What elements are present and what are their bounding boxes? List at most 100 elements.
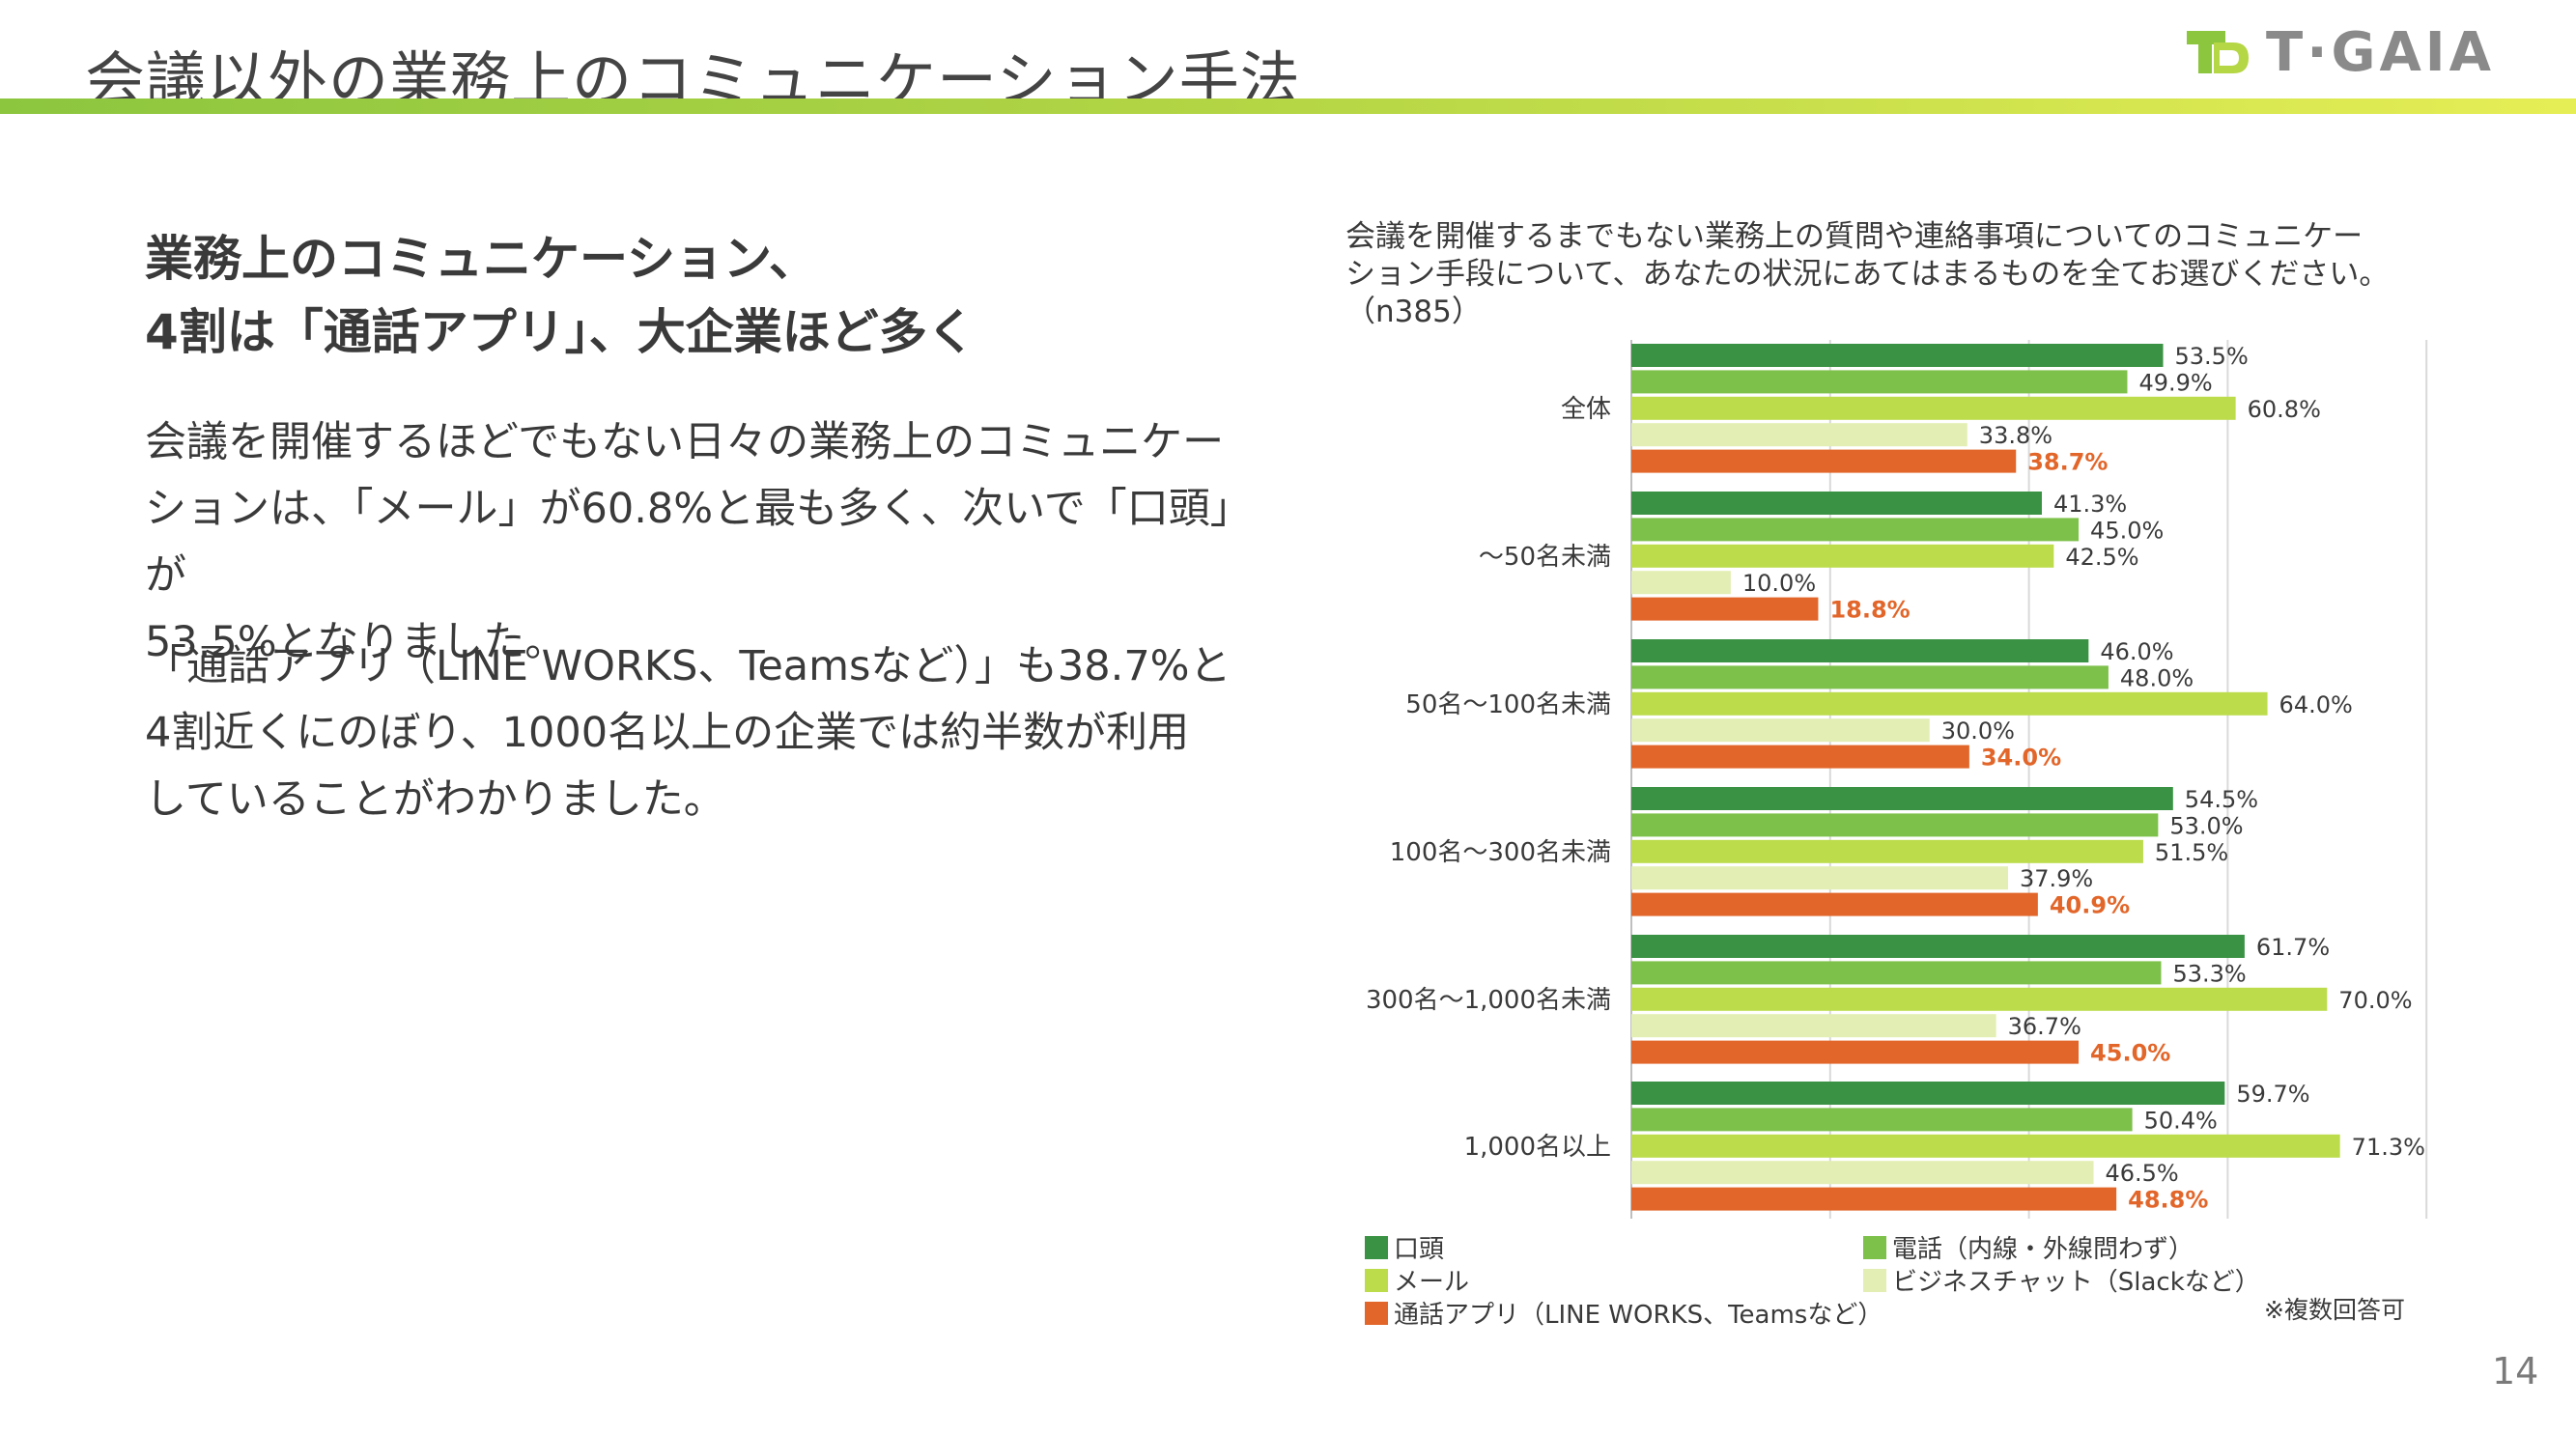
data-label-call-app: 34.0%	[1981, 745, 2061, 772]
bar-call-app	[1631, 1040, 2080, 1064]
data-label-email: 60.8%	[2248, 396, 2321, 423]
bar-verbal	[1631, 492, 2042, 515]
data-label-phone: 49.9%	[2138, 369, 2212, 396]
category-label: 1,000名以上	[1464, 1133, 1611, 1162]
legend-item-phone: 電話（内線・外線問わず）	[1863, 1229, 2194, 1265]
legend-swatch-phone	[1863, 1235, 1886, 1259]
data-label-phone: 53.0%	[2169, 812, 2243, 839]
legend-swatch-email	[1365, 1268, 1388, 1292]
tgaia-logo-icon	[2187, 31, 2249, 73]
bar-phone	[1631, 370, 2128, 394]
bar-call-app	[1631, 597, 1819, 621]
data-label-business-chat: 37.9%	[2020, 865, 2093, 892]
bar-phone	[1631, 665, 2109, 689]
bar-email	[1631, 691, 2268, 716]
bar-call-app	[1631, 1187, 2117, 1211]
data-label-business-chat: 10.0%	[1742, 570, 1816, 597]
data-label-verbal: 41.3%	[2053, 491, 2127, 518]
bar-phone	[1631, 518, 2080, 542]
bar-email	[1631, 1134, 2340, 1158]
survey-question: 会議を開催するまでもない業務上の質問や連絡事項についてのコミュニケー ション手段…	[1345, 218, 2447, 331]
data-label-verbal: 53.5%	[2175, 343, 2249, 370]
data-label-call-app: 18.8%	[1829, 597, 1910, 624]
bar-verbal	[1631, 1082, 2225, 1105]
bar-phone	[1631, 813, 2159, 837]
legend-item-email: メール	[1365, 1262, 1469, 1298]
question-sample-size: （n385）	[1345, 295, 1482, 329]
paragraph-2-line-3: していることがわかりました。	[145, 775, 725, 824]
paragraph-1-line-3: 53.5%となりました。	[145, 618, 567, 666]
data-label-business-chat: 36.7%	[2008, 1013, 2081, 1040]
bar-email	[1631, 987, 2328, 1011]
heading-line-1: 業務上のコミュニケーション、	[145, 231, 817, 287]
company-logo: T·GAIA	[2185, 21, 2533, 89]
legend-label-phone: 電話（内線・外線問わず）	[1892, 1235, 2194, 1264]
bar-phone	[1631, 1108, 2133, 1132]
legend-label-email: メール	[1394, 1268, 1470, 1297]
data-label-verbal: 54.5%	[2185, 786, 2258, 813]
data-label-verbal: 59.7%	[2236, 1081, 2309, 1108]
data-label-phone: 53.3%	[2172, 960, 2246, 987]
paragraph-1: 会議を開催するほどでもない日々の業務上のコミュニケー ションは、「メール」が60…	[145, 409, 1265, 676]
page-number: 14	[2492, 1350, 2539, 1392]
data-label-call-app: 45.0%	[2090, 1040, 2170, 1067]
bar-business-chat	[1631, 718, 1930, 743]
bar-verbal	[1631, 787, 2173, 810]
data-label-verbal: 46.0%	[2100, 638, 2173, 665]
bar-business-chat	[1631, 1014, 1996, 1038]
legend-swatch-verbal	[1365, 1235, 1388, 1259]
bar-verbal	[1631, 639, 2089, 662]
bar-email	[1631, 396, 2236, 420]
data-label-business-chat: 30.0%	[1941, 717, 2015, 745]
legend-swatch-call-app	[1365, 1301, 1388, 1325]
paragraph-2: 「通話アプリ（LINE WORKS、Teamsなど）」も38.7%と 4割近くに…	[145, 633, 1265, 833]
bar-call-app	[1631, 745, 1969, 769]
legend-label-verbal: 口頭	[1394, 1235, 1445, 1264]
data-label-call-app: 38.7%	[2027, 449, 2108, 476]
category-label: 全体	[1561, 395, 1611, 424]
bar-verbal	[1631, 935, 2245, 958]
bar-phone	[1631, 961, 2162, 985]
bar-business-chat	[1631, 423, 1967, 447]
bar-call-app	[1631, 892, 2038, 916]
heading-line-2: 4割は「通話アプリ」、大企業ほど多く	[145, 304, 976, 360]
logo-text: T·GAIA	[2266, 21, 2495, 84]
data-label-email: 42.5%	[2065, 544, 2138, 571]
bar-call-app	[1631, 449, 2017, 473]
left-heading: 業務上のコミュニケーション、 4割は「通話アプリ」、大企業ほど多く	[145, 222, 976, 369]
data-label-verbal: 61.7%	[2256, 934, 2330, 961]
legend-item-business-chat: ビジネスチャット（Slackなど）	[1863, 1262, 2260, 1298]
category-label: 300名～1,000名未満	[1366, 986, 1611, 1015]
paragraph-2-line-1: 「通話アプリ（LINE WORKS、Teamsなど）」も38.7%と	[145, 642, 1231, 690]
title-rule	[0, 98, 2576, 114]
data-label-call-app: 40.9%	[2050, 892, 2130, 919]
data-label-email: 70.0%	[2338, 987, 2412, 1014]
data-label-phone: 50.4%	[2144, 1107, 2218, 1134]
question-line-1: 会議を開催するまでもない業務上の質問や連絡事項についてのコミュニケー	[1345, 219, 2364, 254]
data-label-phone: 45.0%	[2090, 517, 2164, 544]
legend-label-call-app: 通話アプリ（LINE WORKS、Teamsなど）	[1394, 1301, 1883, 1330]
paragraph-2-line-2: 4割近くにのぼり、1000名以上の企業では約半数が利用	[145, 709, 1190, 757]
bar-business-chat	[1631, 1161, 2094, 1185]
multiple-answer-note: ※複数回答可	[2264, 1296, 2405, 1324]
category-label: 50名～100名未満	[1405, 690, 1611, 719]
bar-business-chat	[1631, 866, 2008, 890]
paragraph-1-line-1: 会議を開催するほどでもない日々の業務上のコミュニケー	[145, 418, 1225, 466]
data-label-email: 71.3%	[2352, 1134, 2425, 1161]
legend-label-business-chat: ビジネスチャット（Slackなど）	[1892, 1268, 2260, 1297]
bar-business-chat	[1631, 571, 1731, 595]
data-label-email: 51.5%	[2155, 839, 2228, 866]
category-label: ～50名未満	[1479, 543, 1611, 572]
bar-email	[1631, 839, 2143, 863]
question-line-2: ション手段について、あなたの状況にあてはまるものを全てお選びください。	[1345, 257, 2390, 292]
category-label: 100名～300名未満	[1390, 838, 1611, 867]
data-label-call-app: 48.8%	[2128, 1187, 2208, 1214]
data-label-email: 64.0%	[2279, 691, 2353, 718]
legend-swatch-business-chat	[1863, 1268, 1886, 1292]
paragraph-1-line-2: ションは、「メール」が60.8%と最も多く、次いで「口頭」が	[145, 485, 1252, 600]
data-label-business-chat: 46.5%	[2105, 1160, 2178, 1187]
legend-item-call-app: 通話アプリ（LINE WORKS、Teamsなど）	[1365, 1295, 1882, 1331]
data-label-phone: 48.0%	[2120, 664, 2194, 691]
bar-verbal	[1631, 344, 2164, 367]
